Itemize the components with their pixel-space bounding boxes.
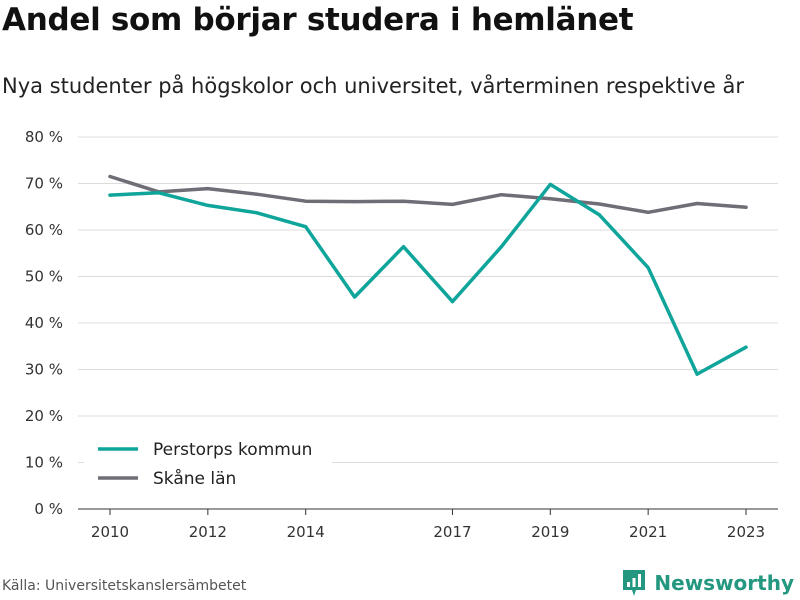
data-point-perstorps-kommun bbox=[695, 372, 699, 376]
data-point-skåne-län bbox=[206, 187, 210, 191]
data-point-perstorps-kommun bbox=[646, 266, 650, 270]
source-note: Källa: Universitetskanslersämbetet bbox=[2, 578, 247, 594]
line-chart: 0 % 10 % 20 % 30 % 40 % 50 % 60 % 70 % 80 % 2010… bbox=[25, 128, 778, 541]
data-point-skåne-län bbox=[255, 192, 259, 196]
x-tick-label: 2021 bbox=[629, 523, 667, 541]
legend-label: Skåne län bbox=[153, 468, 236, 489]
data-point-perstorps-kommun bbox=[304, 225, 308, 229]
y-tick-label: 40 % bbox=[25, 314, 63, 332]
data-point-perstorps-kommun bbox=[108, 193, 112, 197]
data-point-skåne-län bbox=[548, 197, 552, 201]
data-point-perstorps-kommun bbox=[206, 203, 210, 207]
brand-name: Newsworthy bbox=[654, 571, 794, 595]
data-point-skåne-län bbox=[401, 199, 406, 203]
x-tick-label: 2010 bbox=[91, 523, 129, 541]
data-point-skåne-län bbox=[304, 199, 308, 203]
data-point-perstorps-kommun bbox=[450, 300, 455, 304]
data-point-skåne-län bbox=[499, 193, 503, 197]
legend-background bbox=[84, 436, 332, 496]
y-tick-label: 50 % bbox=[25, 268, 63, 286]
data-point-skåne-län bbox=[450, 202, 455, 207]
y-tick-label: 60 % bbox=[25, 221, 63, 239]
chart-subtitle: Nya studenter på högskolor och universit… bbox=[2, 74, 744, 98]
data-point-skåne-län bbox=[108, 174, 112, 179]
data-point-perstorps-kommun bbox=[597, 213, 601, 217]
data-point-perstorps-kommun bbox=[548, 182, 552, 187]
y-tick-label: 10 % bbox=[25, 454, 63, 472]
series-line-perstorps-kommun bbox=[108, 182, 748, 376]
data-point-skåne-län bbox=[646, 210, 650, 214]
series-line-skåne-län bbox=[108, 174, 748, 215]
x-tick-label: 2019 bbox=[531, 523, 569, 541]
data-point-skåne-län bbox=[353, 200, 357, 204]
brand-logo[interactable]: Newsworthy bbox=[622, 569, 794, 597]
x-axis: 2010 2012 2014 2017 2019 2021 2023 bbox=[78, 508, 778, 541]
x-tick-label: 2012 bbox=[189, 523, 227, 541]
bar-chart-logo-icon bbox=[623, 570, 646, 596]
data-point-skåne-län bbox=[695, 201, 699, 206]
data-point-perstorps-kommun bbox=[401, 245, 406, 249]
y-tick-label: 30 % bbox=[25, 361, 63, 379]
x-tick-label: 2023 bbox=[727, 523, 765, 541]
data-point-skåne-län bbox=[744, 205, 748, 209]
legend-label: Perstorps kommun bbox=[153, 440, 312, 460]
chart-title: Andel som börjar studera i hemlänet bbox=[2, 2, 634, 38]
legend: Perstorps kommun Skåne län bbox=[84, 436, 332, 496]
data-point-perstorps-kommun bbox=[157, 191, 161, 195]
y-axis: 0 % 10 % 20 % 30 % 40 % 50 % 60 % 70 % 80 % bbox=[25, 128, 63, 518]
series-lines bbox=[108, 174, 748, 376]
data-point-skåne-län bbox=[597, 202, 601, 206]
y-tick-label: 20 % bbox=[25, 407, 63, 425]
y-tick-label: 70 % bbox=[25, 175, 63, 193]
y-tick-label: 0 % bbox=[34, 500, 63, 518]
data-point-perstorps-kommun bbox=[744, 345, 748, 349]
data-point-perstorps-kommun bbox=[499, 245, 503, 249]
data-point-perstorps-kommun bbox=[353, 295, 357, 299]
x-tick-label: 2014 bbox=[287, 523, 325, 541]
y-tick-label: 80 % bbox=[25, 128, 63, 146]
data-point-perstorps-kommun bbox=[255, 211, 259, 215]
x-tick-label: 2017 bbox=[433, 523, 471, 541]
grid-lines bbox=[78, 136, 778, 463]
